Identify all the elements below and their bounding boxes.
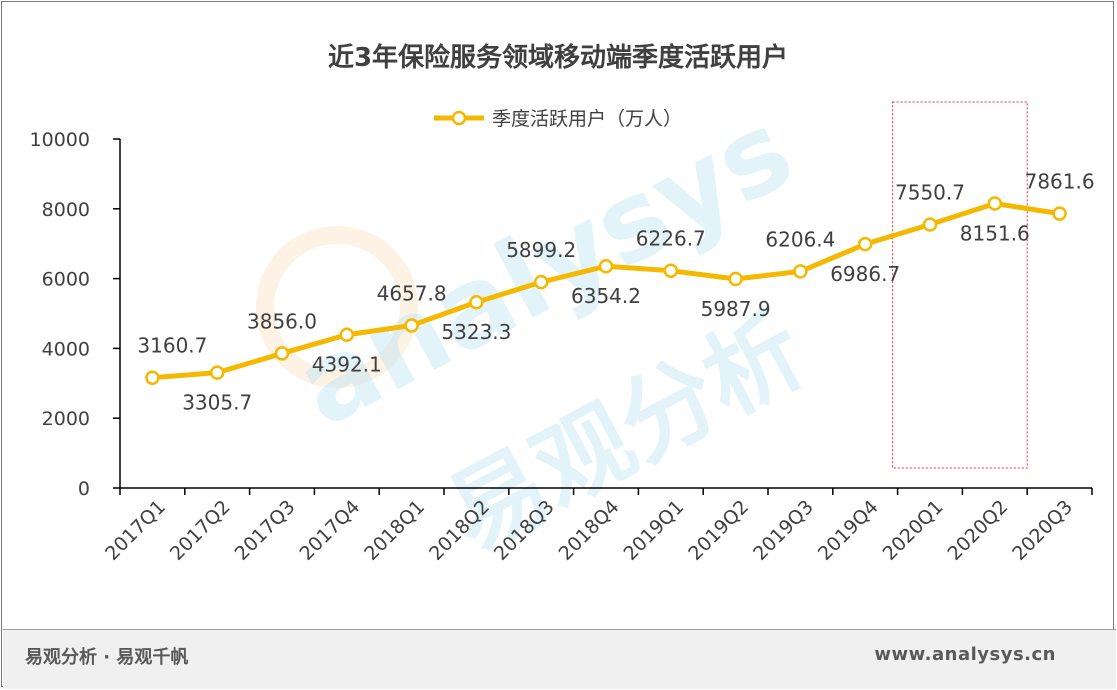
data-point (663, 263, 679, 278)
data-point (533, 274, 549, 290)
data-label: 3305.7 (182, 391, 252, 415)
y-tick-label: 10000 (30, 129, 90, 151)
data-label: 5987.9 (701, 297, 771, 321)
data-point (274, 346, 290, 361)
data-point (793, 264, 808, 279)
y-tick-label: 2000 (42, 408, 90, 430)
highlight-box (892, 101, 1028, 469)
data-label: 6986.7 (830, 262, 900, 286)
legend-marker-swatch (451, 110, 467, 126)
x-tick-label: 2020Q3 (1008, 496, 1077, 565)
footer-bar: 易观分析 · 易观千帆 www.analysys.cn (3, 629, 1116, 689)
data-point (728, 271, 743, 287)
series-layer (145, 196, 1067, 385)
data-label: 6226.7 (636, 227, 706, 251)
x-tick-label: 2017Q4 (295, 496, 364, 565)
x-tick-label: 2017Q1 (101, 496, 170, 565)
data-label: 4392.1 (312, 353, 382, 377)
data-label: 7861.6 (1025, 170, 1095, 194)
data-point (1052, 206, 1067, 221)
data-point (987, 196, 1003, 211)
legend-label: 季度活跃用户（万人） (492, 108, 682, 130)
x-tick-label: 2019Q2 (684, 496, 753, 565)
footer-website: www.analysys.cn (874, 644, 1056, 665)
y-tick-label: 0 (78, 478, 90, 500)
data-point (145, 370, 160, 385)
x-tick-label: 2018Q1 (360, 496, 429, 565)
x-tick-label: 2017Q2 (166, 496, 235, 565)
chart-title: 近3年保险服务领域移动端季度活跃用户 (328, 42, 788, 73)
y-tick-label: 6000 (42, 269, 90, 291)
data-point (339, 327, 355, 342)
x-tick-label: 2020Q2 (943, 496, 1012, 565)
data-label: 7550.7 (895, 180, 965, 204)
data-point (857, 236, 873, 252)
chart-legend: 季度活跃用户（万人） (434, 108, 682, 130)
x-tick-label: 2019Q4 (814, 496, 883, 565)
x-tick-label: 2019Q3 (749, 496, 818, 565)
data-label: 6354.2 (571, 284, 641, 308)
data-point (209, 365, 225, 380)
data-point (598, 258, 614, 274)
data-label: 6206.4 (765, 227, 835, 251)
footer-source: 易观分析 · 易观千帆 (25, 647, 189, 668)
data-label: 5323.3 (441, 320, 511, 344)
x-tick-label: 2020Q1 (879, 496, 948, 565)
data-label: 3856.0 (247, 309, 317, 333)
highlight-rect (892, 101, 1028, 469)
y-tick-label: 8000 (42, 199, 90, 221)
data-label: 4657.8 (377, 281, 447, 305)
data-label: 5899.2 (506, 238, 576, 262)
data-label: 8151.6 (960, 222, 1030, 246)
data-label: 3160.7 (137, 334, 207, 358)
x-tick-label: 2019Q1 (619, 496, 688, 565)
x-tick-label: 2017Q3 (231, 496, 300, 565)
data-point (469, 294, 484, 310)
data-point (922, 217, 938, 232)
data-labels: 3160.7 3305.7 3856.0 4392.1 4657.8 5323.3 5899… (137, 170, 1094, 415)
watermark-logo-icon (256, 226, 418, 388)
data-point (404, 318, 419, 333)
y-tick-label: 4000 (42, 338, 90, 360)
